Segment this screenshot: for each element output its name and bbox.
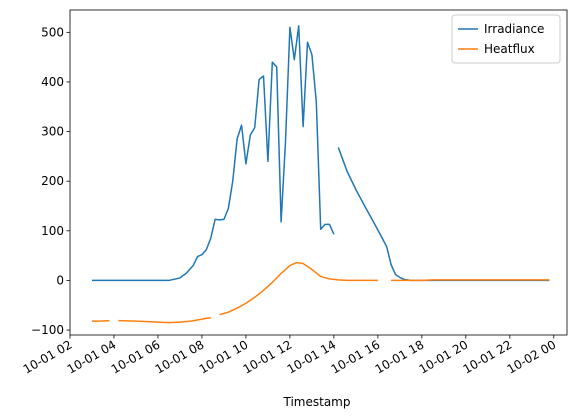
series-line-heatflux-segment-0 — [91, 319, 110, 322]
x-tick-label: 10-01 06 — [109, 337, 163, 376]
x-tick-label: 10-02 00 — [505, 337, 559, 376]
x-tick-label: 10-01 02 — [21, 337, 75, 376]
legend-box — [451, 14, 561, 64]
legend-label-irradiance: Irradiance — [484, 22, 544, 36]
x-tick-label: 10-01 18 — [373, 337, 427, 376]
x-tick-label: 10-01 04 — [65, 337, 119, 376]
legend-label-heatflux: Heatflux — [484, 42, 535, 56]
x-tick-label: 10-01 16 — [329, 337, 383, 376]
series-line-irradiance-segment-0 — [91, 25, 335, 282]
axes-frame — [69, 9, 568, 336]
y-tick-label: −100 — [31, 323, 64, 337]
series-line-heatflux-segment-2 — [219, 261, 378, 316]
y-tick-label: 300 — [41, 125, 64, 139]
x-axis-title: Timestamp — [283, 395, 351, 409]
y-tick-label: 200 — [41, 174, 64, 188]
x-tick-label: 10-01 20 — [417, 337, 471, 376]
series-line-heatflux-segment-1 — [118, 316, 211, 324]
x-tick-label: 10-01 10 — [197, 337, 251, 376]
y-tick-label: 0 — [56, 273, 64, 287]
x-tick-label: 10-01 08 — [153, 337, 207, 376]
series-line-irradiance-segment-1 — [337, 147, 550, 282]
y-tick-label: 100 — [41, 224, 64, 238]
series-line-heatflux-segment-3 — [391, 279, 550, 282]
y-tick-label: 500 — [41, 25, 64, 39]
x-tick-label: 10-01 12 — [241, 337, 295, 376]
legend: Irradiance Heatflux — [451, 14, 561, 64]
x-tick-label: 10-01 22 — [461, 337, 515, 376]
series-layer — [91, 25, 550, 324]
y-tick-label: 400 — [41, 75, 64, 89]
x-tick-label: 10-01 14 — [285, 337, 339, 376]
